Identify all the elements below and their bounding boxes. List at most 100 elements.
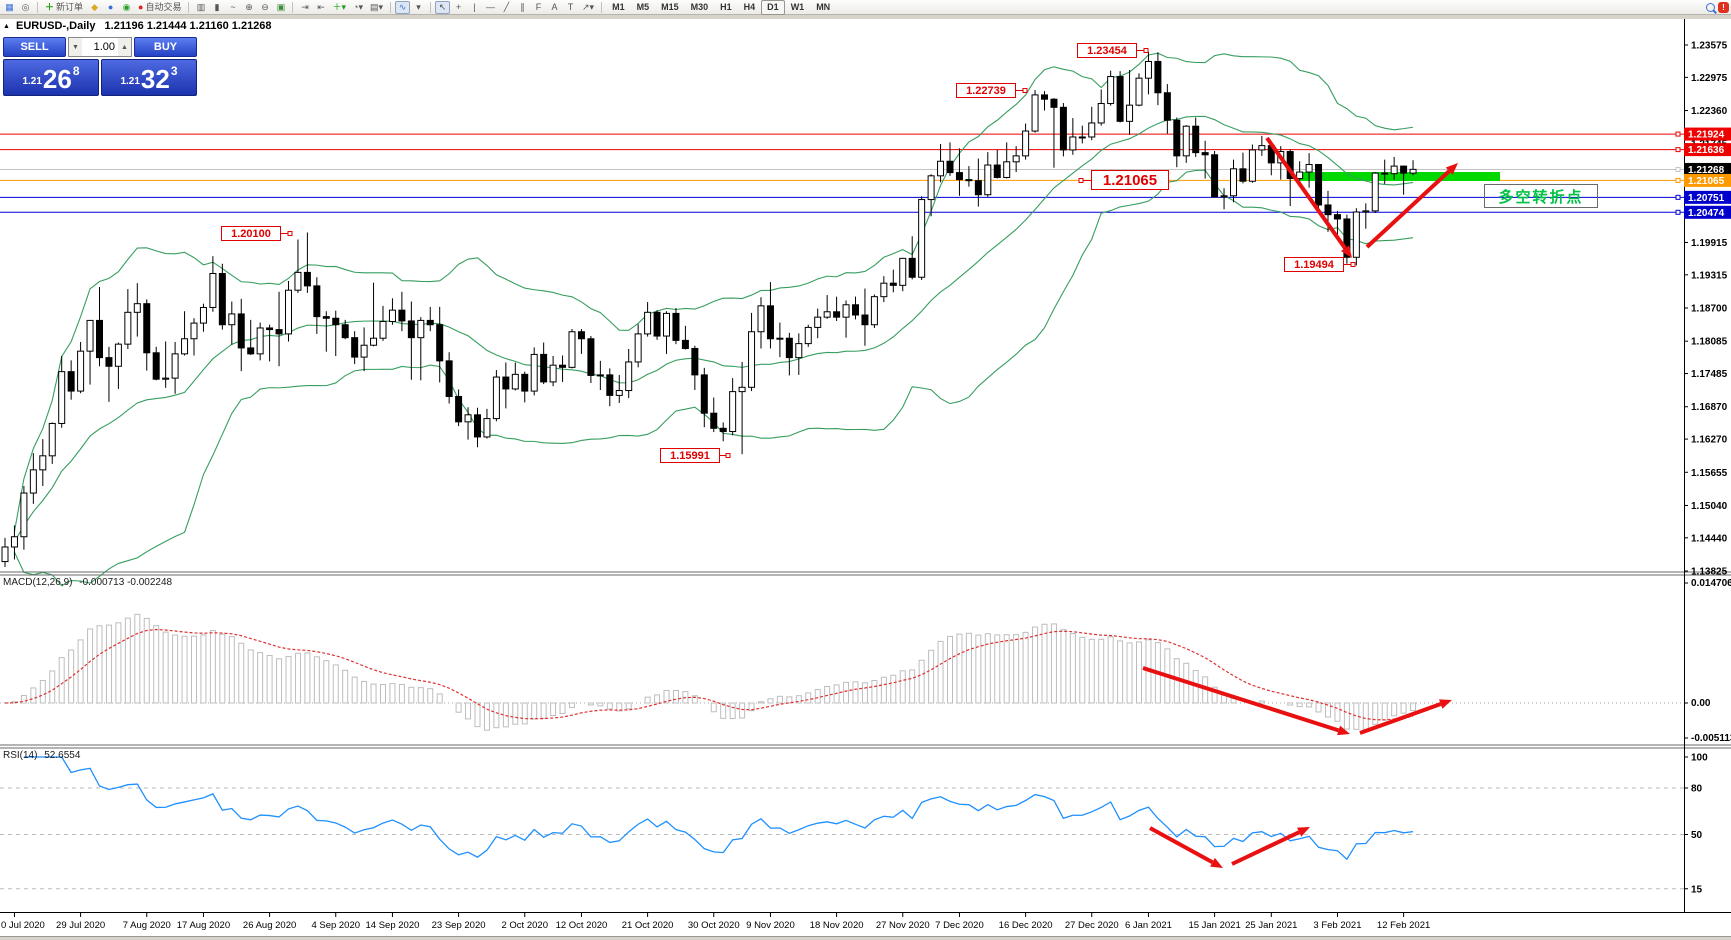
new-chart-icon[interactable]: ▦	[5, 2, 14, 12]
timeframe-button-M30[interactable]: M30	[690, 1, 709, 12]
trend-arrow-line[interactable]	[1149, 826, 1214, 864]
trend-arrow-head[interactable]	[1337, 725, 1350, 736]
macd-bar	[105, 624, 112, 704]
toolbar-separator	[601, 1, 603, 13]
macd-bar	[909, 669, 916, 704]
bar-chart-icon[interactable]: ▥	[196, 2, 206, 12]
macd-bar	[786, 696, 793, 704]
periods-dropdown[interactable]: ◔▾	[353, 2, 363, 12]
timeframe-button-W1[interactable]: W1	[790, 1, 805, 12]
trend-arrow-head[interactable]	[1340, 245, 1352, 258]
macd-bar	[1325, 702, 1331, 718]
trend-arrow-line[interactable]	[1359, 702, 1442, 735]
timeframe-button-M1[interactable]: M1	[612, 1, 625, 12]
price-axis-ticks: 1.235751.229751.223601.217451.199151.193…	[1684, 41, 1728, 578]
volume-value[interactable]: 1.00	[93, 41, 115, 53]
trend-arrow-line[interactable]	[1265, 136, 1347, 250]
macd-bar	[1022, 631, 1029, 704]
macd-bar	[805, 692, 812, 704]
candle-body	[1116, 76, 1124, 122]
tile-windows-icon[interactable]: ▣	[276, 2, 286, 12]
profiles-icon[interactable]: ◎	[21, 2, 30, 12]
price-label-object[interactable]: 1.22739	[956, 83, 1016, 98]
turning-point-text-object[interactable]: 多空转折点	[1484, 184, 1598, 208]
timeframe-button-H1[interactable]: H1	[720, 1, 732, 12]
price-tick-label: 1.15040	[1691, 501, 1728, 512]
trend-arrow-head[interactable]	[1439, 699, 1452, 709]
macd-bar	[172, 634, 179, 704]
candle-body	[105, 357, 113, 367]
zoom-out-icon[interactable]: ⊖	[261, 2, 269, 12]
autotrading-button[interactable]: ● 自动交易	[138, 2, 182, 12]
timeframe-button-H4[interactable]: H4	[743, 1, 756, 12]
timeframe-button-M5[interactable]: M5	[636, 1, 650, 12]
macd-bar	[521, 702, 528, 725]
trendline-icon[interactable]: ╱	[503, 2, 510, 12]
sell-button[interactable]: SELL	[3, 37, 66, 57]
toolbar-right-group: !	[1706, 1, 1729, 13]
text-icon[interactable]: A	[551, 2, 558, 12]
macd-bar	[710, 702, 717, 713]
metaeditor-icon[interactable]: ◆	[91, 2, 98, 12]
crosshair-icon[interactable]: +	[455, 2, 462, 12]
macd-bar	[984, 633, 991, 704]
search-icon[interactable]	[1706, 2, 1715, 12]
trend-arrow-head[interactable]	[1210, 857, 1223, 868]
channel-icon[interactable]: ∥	[520, 2, 525, 12]
macd-bar	[654, 694, 661, 704]
signals-icon[interactable]: ◉	[122, 2, 131, 12]
volume-increase-icon[interactable]: ▲	[118, 38, 131, 56]
chart-shift-icon[interactable]: ⇤	[317, 2, 325, 12]
line-anchor-square	[1675, 131, 1681, 137]
trend-arrow-head[interactable]	[1297, 827, 1310, 837]
templates-dropdown[interactable]: ▤▾	[369, 2, 384, 12]
buy-price-button[interactable]: 1.21 32 3	[101, 59, 197, 96]
timeframe-button-M15[interactable]: M15	[661, 1, 679, 12]
buy-button[interactable]: BUY	[134, 37, 197, 57]
price-badge	[1684, 162, 1731, 176]
support-zone-highlight[interactable]	[1300, 172, 1500, 181]
cursor-icon[interactable]: ↖	[435, 0, 451, 14]
bollinger-middle-line	[13, 115, 1414, 543]
arrows-dropdown[interactable]: ↗▾	[582, 2, 595, 12]
price-label-object[interactable]: 1.23454	[1077, 43, 1137, 58]
horizontal-line-icon[interactable]: —	[486, 2, 496, 12]
macd-bar	[587, 702, 594, 706]
trend-arrow-line[interactable]	[1142, 666, 1340, 733]
trend-arrow-head[interactable]	[1445, 163, 1458, 175]
market-icon[interactable]: ●	[107, 2, 114, 12]
candlestick-chart-icon[interactable]: ▮	[214, 2, 220, 12]
date-tick-label: 17 Aug 2020	[177, 920, 230, 931]
zoom-in-icon[interactable]: ⊕	[245, 2, 253, 12]
indicator-window-dropdown[interactable]: ▾	[416, 2, 421, 12]
vertical-line-icon[interactable]: |	[473, 2, 476, 12]
price-label-object[interactable]: 1.20100	[221, 226, 281, 241]
price-label-object[interactable]: 1.15991	[660, 448, 720, 463]
timeframe-button-MN[interactable]: MN	[816, 1, 831, 12]
text-label-icon[interactable]: T	[567, 2, 574, 12]
auto-scroll-icon[interactable]: ⇥	[301, 2, 309, 12]
macd-bar	[1381, 702, 1388, 721]
new-order-button[interactable]: ＋新订单	[45, 2, 84, 12]
main-toolbar: ▦ ◎ ＋新订单 ◆ ● ◉ ● 自动交易 ▥ ▮ ~ ⊕ ⊖ ▣ ⇥ ⇤ ＋▾ …	[0, 0, 1731, 15]
macd-bar	[380, 683, 386, 704]
toolbar-separator	[188, 1, 190, 13]
line-chart-icon[interactable]: ~	[230, 2, 236, 12]
candle-body	[199, 306, 207, 324]
price-label-object[interactable]: 1.21065	[1091, 170, 1169, 190]
candle-body	[804, 326, 812, 345]
timeframe-button-D1[interactable]: D1	[761, 0, 785, 15]
trend-arrow-line[interactable]	[1365, 169, 1451, 249]
macd-bar	[1088, 638, 1095, 704]
volume-stepper[interactable]: ▼ 1.00 ▲	[68, 37, 132, 57]
notifications-icon[interactable]: !	[1718, 1, 1729, 13]
indicator-window-icon[interactable]: ∿	[395, 0, 411, 14]
fibonacci-icon[interactable]: F	[535, 2, 542, 12]
sell-price-button[interactable]: 1.21 26 8	[3, 59, 99, 96]
price-label-object[interactable]: 1.19494	[1284, 257, 1344, 272]
trend-arrow-line[interactable]	[1231, 830, 1301, 866]
volume-decrease-icon[interactable]: ▼	[69, 38, 82, 56]
indicators-icon[interactable]: ＋▾	[332, 2, 347, 12]
macd-bar	[852, 681, 859, 704]
